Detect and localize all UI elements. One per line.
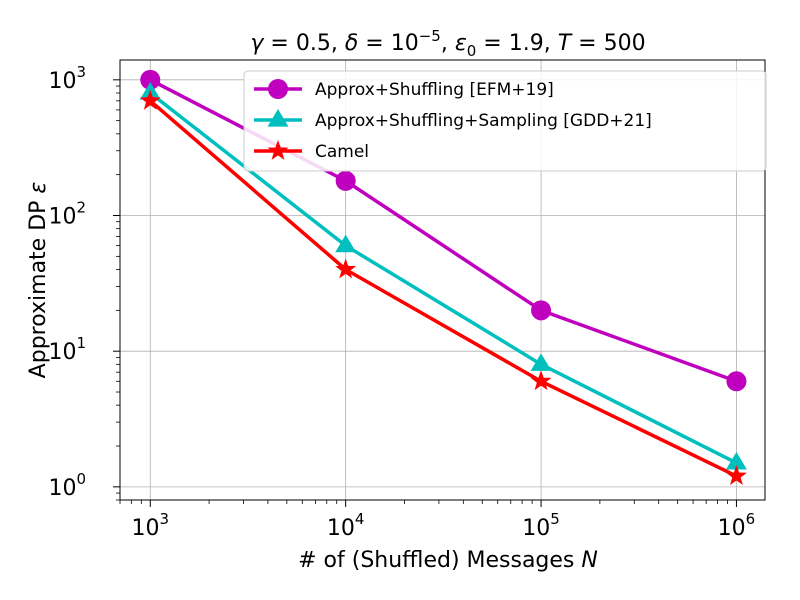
data-point: [530, 370, 552, 391]
data-point: [726, 371, 747, 392]
series-layer: [139, 69, 747, 486]
legend-marker: [267, 109, 289, 127]
data-point: [139, 89, 161, 110]
data-point: [335, 234, 357, 253]
legend-entry: Camel: [254, 140, 369, 162]
legend-label: Approx+Shuffling [EFM+19]: [315, 80, 554, 100]
data-point: [335, 170, 356, 191]
data-point: [531, 300, 552, 321]
series-line: [149, 99, 738, 478]
x-tick-label: 106: [718, 510, 756, 541]
legend-entry: Approx+Shuffling [EFM+19]: [254, 79, 554, 100]
y-tick-label: 102: [48, 199, 86, 230]
legend: Approx+Shuffling [EFM+19] Approx+Shufflin…: [243, 70, 767, 172]
x-axis-title: # of (Shuffled) Messages N: [298, 548, 598, 573]
x-tick-label: 105: [522, 510, 560, 541]
tick-labels: 103 104 105 106 100 101 102 103: [48, 63, 755, 541]
legend-marker: [268, 79, 288, 99]
y-axis-title: Approximate DP ε: [26, 182, 51, 379]
data-point: [335, 258, 357, 279]
legend-entry: Approx+Shuffling+Sampling [GDD+21]: [254, 109, 652, 131]
tick-marks: [113, 79, 737, 507]
x-tick-label: 104: [327, 510, 365, 541]
legend-marker: [267, 140, 289, 160]
chart-title: γ = 0.5, δ = 10−5, ε0 = 1.9, T = 500: [250, 27, 645, 60]
data-point: [725, 451, 747, 470]
legend-label: Camel: [315, 142, 369, 162]
data-point: [530, 353, 552, 371]
series-3: [139, 89, 747, 486]
y-tick-label: 103: [48, 63, 86, 94]
legend-label: Approx+Shuffling+Sampling [GDD+21]: [315, 111, 652, 131]
data-point: [140, 69, 161, 90]
x-tick-label: 103: [131, 510, 169, 541]
y-tick-label: 101: [48, 334, 86, 365]
plot-frame: [119, 59, 766, 501]
data-point: [725, 465, 747, 486]
legend-box: [243, 70, 767, 172]
y-tick-label: 100: [48, 470, 86, 501]
